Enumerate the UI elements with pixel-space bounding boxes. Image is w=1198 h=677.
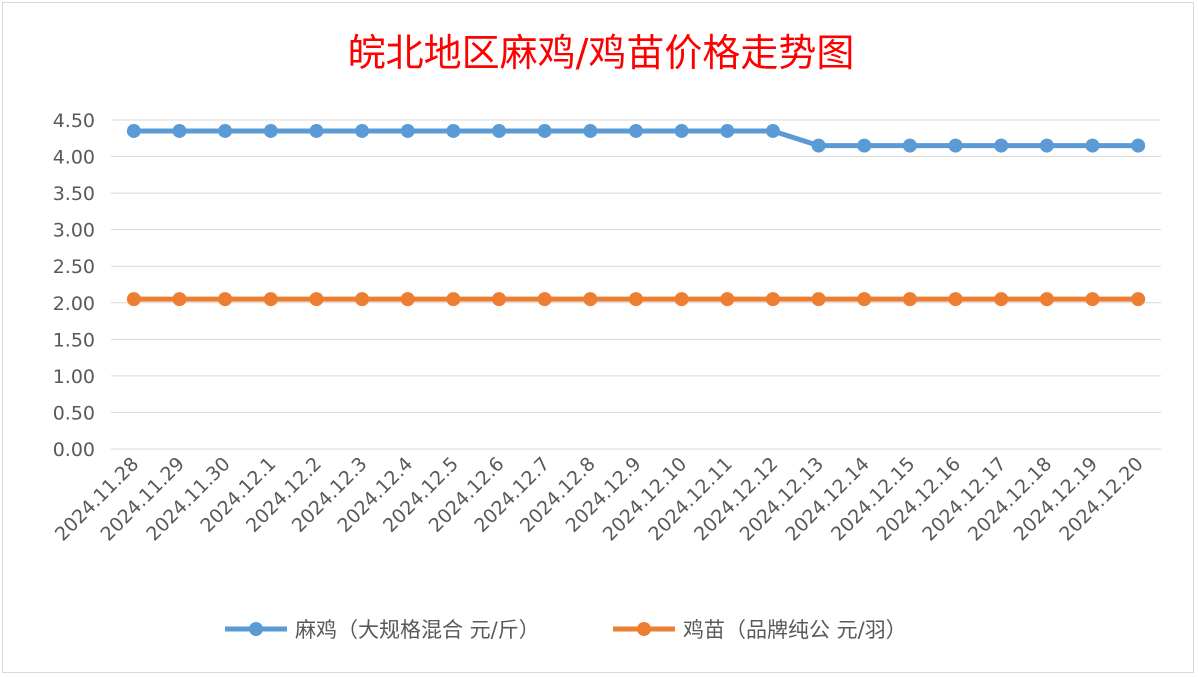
legend-swatch-marker [637, 622, 651, 636]
y-tick-label: 3.00 [53, 220, 95, 242]
data-point [765, 123, 780, 138]
data-point [218, 292, 233, 307]
data-point [857, 138, 872, 153]
data-point [629, 123, 643, 138]
line-chart: 皖北地区麻鸡/鸡苗价格走势图 0.00 0.50 1.00 1.50 2.00 2.50 3… [51, 31, 1161, 642]
data-point [1085, 138, 1100, 153]
x-axis-ticks: 2024.11.282024.11.292024.11.302024.12.12… [51, 453, 1148, 545]
data-point [126, 292, 141, 307]
y-tick-label: 4.50 [53, 110, 95, 132]
data-point [902, 292, 917, 307]
data-point [400, 292, 415, 307]
data-point [583, 292, 598, 307]
data-point [948, 292, 963, 307]
data-point [537, 292, 552, 307]
y-tick-label: 0.00 [53, 439, 95, 461]
legend-label: 鸡苗（品牌纯公 元/羽） [683, 618, 907, 642]
data-point [446, 292, 461, 307]
y-tick-label: 0.50 [53, 402, 95, 424]
chart-title: 皖北地区麻鸡/鸡苗价格走势图 [348, 31, 855, 75]
y-tick-label: 2.00 [53, 293, 95, 315]
data-point [811, 292, 826, 307]
legend-entry: 鸡苗（品牌纯公 元/羽） [613, 618, 907, 642]
series-lines [126, 123, 1146, 307]
data-point [309, 292, 324, 307]
data-point [492, 123, 507, 138]
legend-label: 麻鸡（大规格混合 元/斤） [295, 618, 540, 642]
data-point [1085, 292, 1100, 307]
data-point [400, 123, 415, 138]
data-point [629, 292, 643, 307]
data-point [720, 123, 735, 138]
data-point [765, 292, 780, 307]
y-axis-ticks: 0.00 0.50 1.00 1.50 2.00 2.50 3.00 3.50 4.00 4.50 [53, 110, 95, 461]
y-tick-label: 1.00 [53, 366, 95, 388]
series-2 [126, 292, 1146, 307]
data-point [1039, 292, 1054, 307]
data-point [994, 138, 1009, 153]
data-point [492, 292, 507, 307]
data-point [355, 123, 370, 138]
data-point [674, 292, 689, 307]
data-point [355, 292, 370, 307]
gridlines [111, 119, 1161, 450]
data-point [674, 123, 689, 138]
data-point [583, 123, 598, 138]
y-tick-label: 3.50 [53, 183, 95, 205]
data-point [172, 123, 187, 138]
y-tick-label: 4.00 [53, 147, 95, 169]
legend-swatch-marker [249, 622, 263, 636]
data-point [309, 123, 324, 138]
data-point [537, 123, 552, 138]
data-point [720, 292, 735, 307]
data-point [1131, 292, 1146, 307]
y-tick-label: 2.50 [53, 256, 95, 278]
data-point [446, 123, 461, 138]
legend: 麻鸡（大规格混合 元/斤） 鸡苗（品牌纯公 元/羽） [225, 618, 907, 642]
data-point [948, 138, 963, 153]
data-point [218, 123, 233, 138]
data-point [902, 138, 917, 153]
legend-entry: 麻鸡（大规格混合 元/斤） [225, 618, 540, 642]
data-point [994, 292, 1009, 307]
data-point [1039, 138, 1054, 153]
data-point [1131, 138, 1146, 153]
y-tick-label: 1.50 [53, 329, 95, 351]
data-point [263, 292, 278, 307]
data-point [263, 123, 278, 138]
series-1 [126, 123, 1146, 153]
data-point [811, 138, 826, 153]
data-point [172, 292, 187, 307]
data-point [857, 292, 872, 307]
data-point [126, 123, 141, 138]
